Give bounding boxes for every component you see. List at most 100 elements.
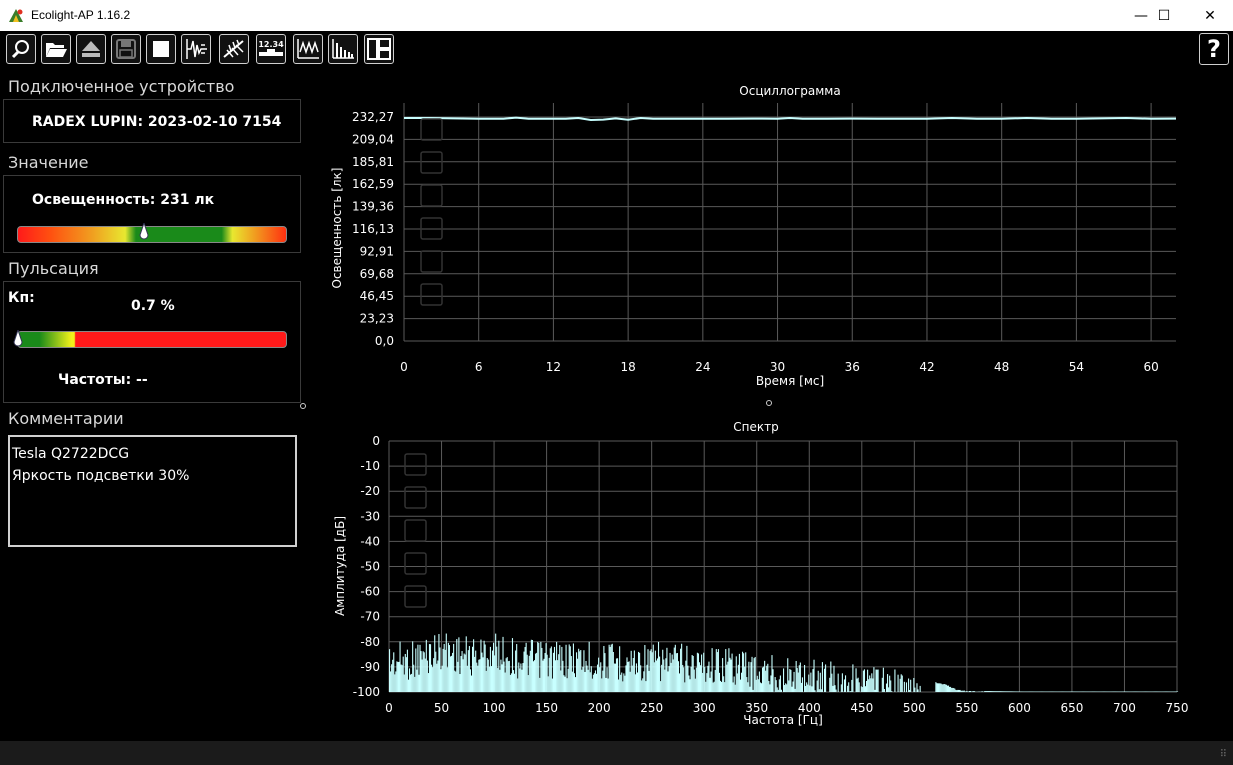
spectrum-bar [951, 687, 953, 692]
spectrum-bar [629, 671, 631, 692]
spectrum-bar [440, 669, 442, 692]
y-tick-label: -90 [360, 660, 380, 674]
y-tick-label: 139,36 [352, 200, 394, 214]
oscillogram-button[interactable] [293, 34, 323, 64]
search-device-button[interactable] [6, 34, 36, 64]
spectrum-bar [955, 689, 957, 692]
spectrum-bar [392, 659, 394, 692]
minimize-button[interactable]: — [1134, 7, 1148, 24]
save-button[interactable] [111, 34, 141, 64]
spectrum-bar [1175, 691, 1178, 692]
spectrum-bar [647, 649, 649, 692]
spectrum-bar [549, 648, 551, 692]
spectrum-bar [745, 652, 747, 692]
spectrum-bar [774, 677, 776, 692]
spectrum-bar [946, 685, 949, 692]
spectrum-bar [504, 672, 506, 692]
spectrum-bar [986, 691, 988, 692]
spectrum-bar [680, 648, 682, 692]
spectrum-bar [681, 643, 683, 692]
help-button[interactable]: ? [1199, 33, 1229, 65]
spectrum-bar [961, 690, 963, 692]
spectrum-bar [420, 651, 422, 692]
spectrum-bar [571, 671, 573, 692]
spectrum-bar [664, 669, 666, 692]
spectrum-bar [1173, 691, 1175, 692]
y-tick-label: 23,23 [360, 312, 394, 326]
spectrum-bar [837, 673, 839, 692]
spectrum-bar [784, 685, 786, 692]
spectrum-bar [574, 677, 577, 692]
pulse-mode-button[interactable] [181, 34, 211, 64]
kp-value: 0.7 % [131, 298, 175, 314]
spectrum-bar [524, 647, 526, 692]
layout-button[interactable] [364, 34, 394, 64]
x-tick-label: 30 [770, 360, 785, 374]
spectrum-bar [811, 686, 813, 692]
spectrum-bar [701, 654, 703, 692]
spectrum-button[interactable] [328, 34, 358, 64]
spectrum-bar [786, 684, 788, 692]
comments-section-label: Комментарии [8, 409, 124, 428]
title-bar: Ecolight-AP 1.16.2 — ☐ ✕ [0, 0, 1233, 31]
flicker-mode-button[interactable] [219, 34, 249, 64]
spectrum-bar [593, 673, 595, 692]
x-tick-label: 6 [475, 360, 483, 374]
close-button[interactable]: ✕ [1204, 7, 1216, 24]
zoom-select-icon [404, 453, 427, 476]
spectrum-bar [499, 669, 501, 692]
spectrum-bar [1113, 691, 1116, 692]
spectrum-bar [399, 641, 401, 692]
spectrum-bar [725, 649, 727, 692]
spectrum-bar [770, 675, 772, 692]
spectrum-bar [1133, 691, 1136, 692]
spectrum-bar [1149, 691, 1151, 692]
x-tick-label: 500 [903, 701, 926, 715]
illuminance-gauge [17, 226, 287, 243]
spectrum-bar [433, 658, 435, 692]
spectrum-bar [1056, 691, 1058, 692]
spectrum-bar [630, 650, 632, 692]
spectrum-bar [634, 674, 636, 692]
spectrum-bar [643, 671, 645, 692]
spectrum-bar [491, 650, 494, 692]
comments-box[interactable]: Tesla Q2722DCG Яркость подсветки 30% [8, 435, 297, 547]
spectrum-bar [687, 665, 689, 692]
spectrum-bars [389, 633, 1179, 692]
spectrum-bar [1166, 691, 1168, 692]
y-tick-label: -80 [360, 635, 380, 649]
panel-resize-handle[interactable] [299, 402, 307, 410]
spectrum-bar [1136, 691, 1138, 692]
spectrum-bar [595, 673, 598, 692]
fit-horizontal-icon [404, 585, 427, 608]
spectrum-bar [760, 683, 763, 692]
oscillogram-chart: Осциллограмма 0,0 23,23 46,45 69,68 92,91 116,… [330, 84, 1177, 388]
chart-splitter-handle[interactable] [766, 400, 772, 406]
spectrum-bar [655, 660, 657, 692]
open-file-button[interactable] [41, 34, 71, 64]
spectrum-bar [622, 681, 624, 692]
x-tick-label: 36 [845, 360, 860, 374]
maximize-button[interactable]: ☐ [1157, 7, 1171, 24]
spectrum-bar [1108, 691, 1110, 692]
spectrum-bar [1026, 691, 1028, 692]
comment-line: Tesla Q2722DCG [12, 446, 130, 462]
spectrum-bar [683, 667, 685, 692]
spectrum-bar [1100, 691, 1102, 692]
spectrum-bar [1008, 691, 1010, 692]
spectrum-bar [448, 645, 450, 692]
eject-button[interactable] [76, 34, 106, 64]
resize-grip-icon[interactable]: ⠿ [1219, 749, 1227, 760]
digital-readout-button[interactable]: 12.34 [256, 34, 286, 64]
spectrum-bar [867, 669, 869, 692]
spectrum-bar [606, 667, 608, 692]
spectrum-bar [965, 691, 967, 692]
spectrum-bar [1161, 691, 1163, 692]
stop-button[interactable] [146, 34, 176, 64]
zoom-out-icon [420, 217, 443, 240]
spectrum-bar [739, 679, 742, 692]
spectrum-bar [1040, 691, 1042, 692]
spectrum-bar [1104, 691, 1106, 692]
spectrum-bar [599, 667, 601, 692]
spectrum-bar [652, 644, 654, 692]
